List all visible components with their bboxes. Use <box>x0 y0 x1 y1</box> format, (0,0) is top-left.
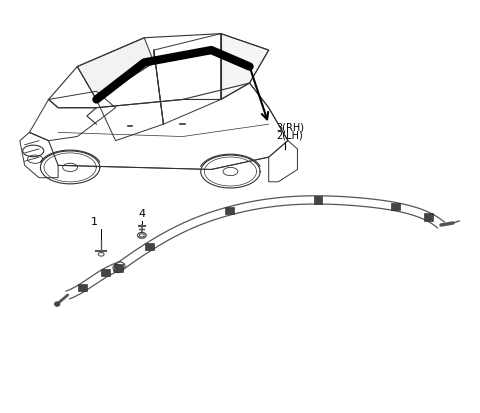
Polygon shape <box>424 213 433 221</box>
Polygon shape <box>101 269 110 276</box>
Text: 3(RH): 3(RH) <box>276 122 304 133</box>
Text: 2(LH): 2(LH) <box>276 131 303 141</box>
Polygon shape <box>226 207 234 214</box>
Ellipse shape <box>55 302 60 306</box>
Polygon shape <box>313 196 322 204</box>
Polygon shape <box>78 284 87 291</box>
Polygon shape <box>114 264 123 272</box>
Text: 4: 4 <box>138 209 145 219</box>
Polygon shape <box>391 203 400 210</box>
Text: 1: 1 <box>91 217 97 227</box>
Polygon shape <box>77 38 154 100</box>
Polygon shape <box>221 33 269 100</box>
Polygon shape <box>145 243 154 250</box>
